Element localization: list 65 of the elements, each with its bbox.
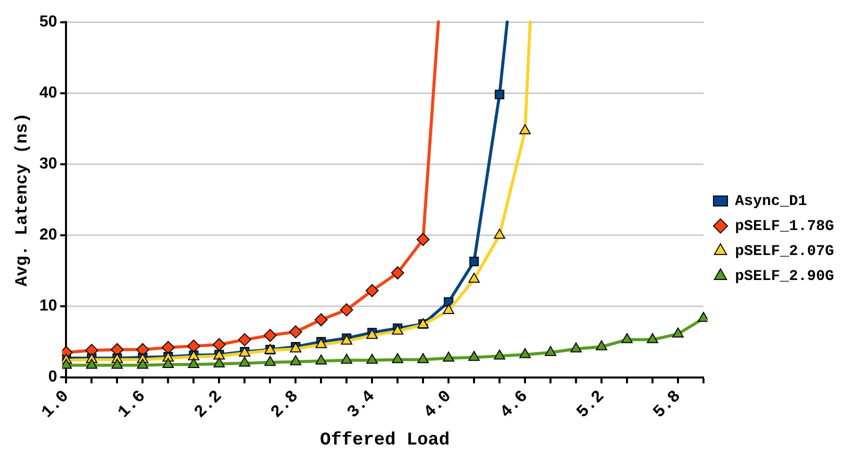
point [238,356,250,367]
point [289,325,302,338]
point [672,327,684,338]
y-axis-title: Avg. Latency (ns) [13,112,32,286]
y-tick-label: 50 [39,13,58,30]
legend-label: pSELF_2.07G [734,242,834,260]
point [188,358,200,368]
x-tick-label: 2.8 [268,387,303,422]
point [85,344,98,357]
x-tick-label: 3.4 [344,387,380,422]
point [391,266,404,280]
legend-label: pSELF_1.78G [734,218,834,235]
y-tick-label: 30 [39,156,58,173]
point [238,333,252,346]
x-tick-label: 1.0 [38,387,74,422]
point [392,353,404,364]
point [162,358,174,368]
y-tick-label: 20 [39,226,58,244]
point [519,348,531,358]
y-tick-label: 40 [39,84,58,102]
point [544,346,556,356]
point [494,228,506,239]
x-tick-label: 1.6 [114,387,150,422]
x-axis-title: Offered Load [320,430,450,451]
point [442,304,454,314]
point [417,353,429,364]
point [570,342,582,352]
point [442,352,454,362]
point [340,354,352,364]
point [213,357,225,368]
point [621,333,633,344]
y-tick-label: 10 [39,298,58,315]
point [494,90,504,100]
point [468,350,480,361]
point [212,338,226,352]
point [366,354,378,364]
legend-label: pSELF_2.90G [734,268,834,285]
x-tick-label: 4.0 [420,387,456,422]
point [187,340,200,353]
point [136,343,150,356]
x-tick-label: 4.6 [497,387,532,422]
point [264,356,276,366]
point [494,350,506,360]
point [469,256,479,266]
point [340,303,354,316]
point [110,343,124,356]
point [315,354,327,364]
x-tick-label: 2.2 [191,387,226,422]
point [314,313,328,326]
point [519,124,531,134]
point [646,333,658,344]
x-tick-label: 5.2 [574,387,609,422]
point [162,340,175,354]
x-tick-label: 5.8 [650,387,686,422]
point [136,358,148,369]
point [86,358,98,369]
point [290,355,302,366]
legend-label: Async_D1 [734,192,807,210]
y-tick-label: 0 [48,368,58,386]
point [264,328,277,342]
point [468,272,480,283]
point [416,232,430,246]
point [366,284,379,298]
point [111,358,123,369]
point [596,340,608,350]
